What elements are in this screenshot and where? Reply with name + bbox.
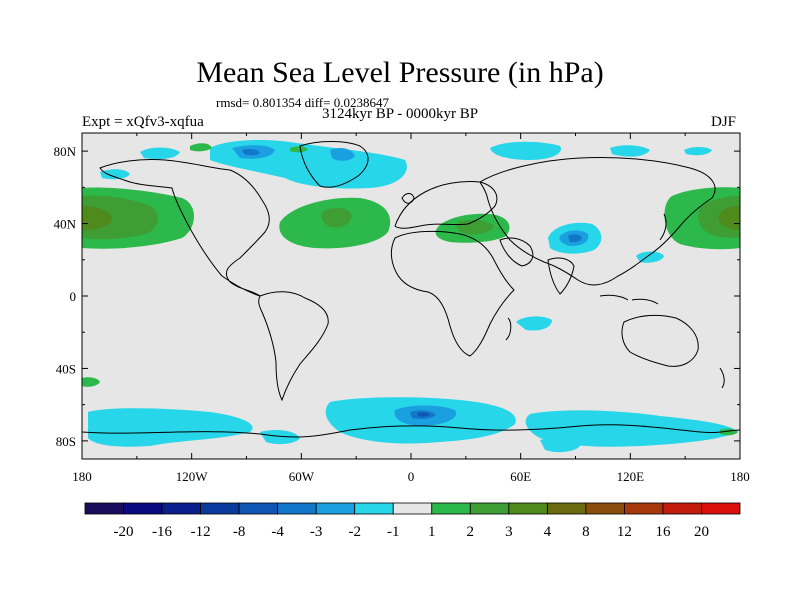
x-tick-label: 120W (176, 469, 209, 484)
anomaly-north-pacific-left-core (82, 195, 158, 240)
anomaly-barents (490, 141, 561, 160)
colorbar-label: 4 (544, 524, 552, 540)
coast-africa (390, 230, 515, 357)
colorbar-label: 20 (694, 524, 709, 540)
coast-greenland (299, 141, 369, 188)
anomaly-southern-ocean-peak-inner (418, 412, 430, 417)
colorbar-label: 3 (505, 524, 513, 540)
colorbar-label: -1 (387, 524, 400, 540)
anomaly-arctic-green-2 (290, 146, 308, 153)
coast-north-america (99, 159, 270, 297)
anomaly-indian-ocean (516, 316, 552, 331)
coast-japan (659, 213, 667, 241)
colorbar-box (469, 502, 510, 515)
anomaly-tibet-peak (568, 234, 582, 243)
coast-asia (479, 156, 716, 286)
colorbar-label: -20 (114, 524, 134, 540)
y-tick-label: 80S (56, 434, 76, 449)
colorbar-box (508, 502, 548, 515)
colorbar-box (546, 502, 587, 515)
anomaly-mediterranean-core (456, 219, 494, 235)
anomaly-north-atlantic-core (321, 208, 352, 228)
colorbar-box (624, 502, 664, 515)
coast-new-zealand (719, 367, 725, 389)
coast-europe (394, 181, 498, 229)
anomaly-north-pacific-left-peak (82, 206, 112, 230)
coast-madagascar (505, 317, 512, 341)
colorbar-label: 12 (617, 524, 632, 540)
anomaly-bering (684, 147, 712, 156)
coast-australia (621, 314, 699, 367)
anomaly-southern-ocean-west (88, 408, 253, 447)
anomaly-southern-ocean-east-2 (540, 438, 580, 453)
y-tick-label: 40N (54, 217, 77, 232)
colorbar-box (123, 502, 163, 515)
colorbar-label: -2 (348, 524, 361, 540)
colorbar-box (161, 502, 201, 515)
colorbar-box (238, 502, 279, 515)
anomaly-arctic-green (190, 143, 212, 152)
anomaly-greenland-east (330, 148, 355, 161)
axis-ticks (81, 133, 741, 459)
colorbar-label: 1 (428, 524, 436, 540)
colorbar-label: -4 (271, 524, 284, 540)
colorbar-box (84, 502, 124, 515)
chart-title: Mean Sea Level Pressure (in hPa) (196, 56, 604, 89)
x-tick-label: 0 (408, 469, 415, 484)
colorbar-label: -8 (233, 524, 246, 540)
experiment-label: Expt = xQfv3-xqfua (82, 114, 204, 130)
colorbar-box (431, 502, 471, 515)
coast-indonesia (599, 294, 659, 305)
colorbar-label: 2 (467, 524, 475, 540)
coastlines (82, 141, 740, 438)
anomaly-southern-ocean-east (525, 410, 738, 447)
colorbar-label: -12 (191, 524, 211, 540)
colorbar-box (277, 502, 317, 515)
colorbar-box (354, 502, 394, 515)
period-label: 3124kyr BP - 0000kyr BP (322, 106, 479, 122)
colorbar-label: -3 (310, 524, 323, 540)
colorbar-label: 16 (655, 524, 671, 540)
anomaly-arctic-east (610, 145, 650, 157)
x-tick-label: 60W (289, 469, 315, 484)
anomaly-north-pacific-blue (100, 169, 130, 180)
colorbar-box (701, 502, 741, 515)
anomaly-southern-ocean-west-2 (260, 430, 300, 445)
colorbar-labels: -20 -16 -12 -8 -4 -3 -2 -1 1 2 3 4 8 12 16 20 (114, 524, 709, 540)
x-tick-label: 180 (72, 469, 92, 484)
season-label: DJF (711, 114, 737, 130)
x-tick-label: 60E (510, 469, 531, 484)
colorbar-box (200, 502, 240, 515)
coast-arabia (499, 237, 534, 267)
coast-antarctica (82, 424, 740, 438)
colorbar-box (585, 502, 625, 515)
x-axis-labels: 180 120W 60W 0 60E 120E 180 (72, 469, 750, 484)
colorbar-label: -16 (152, 524, 172, 540)
stats-label: rmsd= 0.801354 diff= 0.0238647 (216, 95, 389, 110)
colorbar-box (315, 502, 356, 515)
coast-south-america (258, 291, 329, 402)
coast-uk (401, 193, 415, 204)
colorbar-label: 8 (582, 524, 590, 540)
colorbar (84, 502, 741, 515)
anomaly-arctic-west (140, 147, 180, 160)
x-tick-label: 120E (617, 469, 645, 484)
y-axis-labels: 80N 40N 0 40S 80S (54, 144, 77, 449)
colorbar-box (662, 502, 702, 515)
colorbar-box (392, 502, 433, 515)
x-tick-label: 180 (730, 469, 750, 484)
anomaly-south-edge-green (82, 377, 100, 387)
anomaly-fields (82, 140, 740, 453)
y-tick-label: 0 (70, 289, 77, 304)
y-tick-label: 40S (56, 361, 76, 376)
coast-india (547, 257, 575, 295)
y-tick-label: 80N (54, 144, 77, 159)
anomaly-greenland-peak (242, 149, 260, 156)
